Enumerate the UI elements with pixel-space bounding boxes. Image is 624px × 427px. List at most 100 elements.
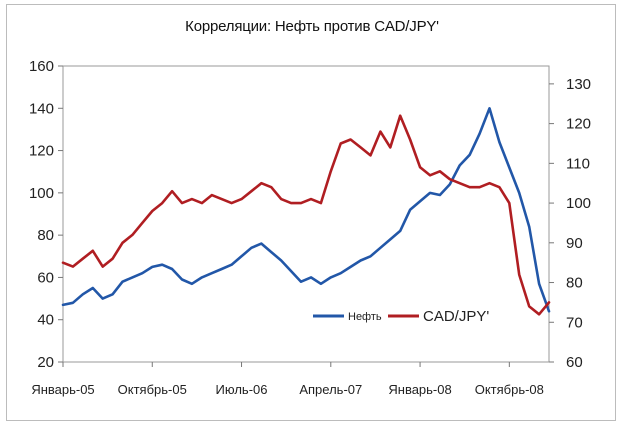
data-point bbox=[72, 302, 74, 304]
data-point bbox=[548, 301, 550, 304]
data-point bbox=[478, 186, 481, 188]
data-point bbox=[498, 186, 501, 188]
data-point bbox=[240, 255, 243, 258]
y-left-tick-label: 40 bbox=[37, 312, 54, 329]
data-point bbox=[399, 230, 402, 232]
data-point bbox=[201, 276, 203, 279]
data-point bbox=[508, 166, 511, 169]
data-point bbox=[82, 293, 84, 296]
data-point bbox=[201, 202, 203, 204]
data-point bbox=[260, 182, 263, 184]
data-point bbox=[230, 263, 233, 266]
data-point bbox=[161, 263, 163, 266]
data-point bbox=[458, 182, 461, 184]
data-point bbox=[478, 132, 481, 135]
data-point bbox=[538, 313, 540, 316]
data-point bbox=[369, 154, 372, 157]
data-point bbox=[92, 287, 94, 289]
y-right-tick-label: 110 bbox=[566, 155, 590, 172]
data-point bbox=[131, 276, 134, 279]
data-point bbox=[458, 164, 461, 167]
y-right-tick-label: 80 bbox=[566, 275, 583, 292]
data-point bbox=[111, 257, 114, 260]
legend-label-cadjpy: CAD/JPY' bbox=[423, 308, 489, 325]
data-point bbox=[101, 265, 104, 268]
plot-border bbox=[62, 65, 550, 363]
chart-frame bbox=[6, 4, 616, 421]
data-point bbox=[349, 138, 352, 141]
data-point bbox=[310, 198, 312, 200]
data-point bbox=[191, 283, 193, 285]
data-point bbox=[548, 310, 550, 313]
data-point bbox=[111, 293, 114, 296]
data-point bbox=[399, 114, 402, 117]
data-point bbox=[339, 272, 342, 275]
series-layer bbox=[61, 107, 551, 316]
series-line-oil bbox=[61, 107, 551, 313]
y-right-tick-label: 70 bbox=[566, 314, 583, 331]
data-point bbox=[389, 146, 392, 149]
data-point bbox=[508, 202, 511, 204]
data-point bbox=[359, 259, 362, 262]
x-tick-label: Январь-08 bbox=[388, 382, 451, 397]
data-point bbox=[300, 280, 302, 283]
y-right-tick-label: 100 bbox=[566, 195, 591, 212]
data-point bbox=[141, 272, 144, 275]
data-point bbox=[310, 276, 312, 279]
data-point bbox=[468, 154, 471, 156]
data-point bbox=[161, 202, 163, 204]
data-point bbox=[320, 202, 322, 204]
y-right-tick-label: 60 bbox=[566, 354, 583, 371]
data-point bbox=[290, 270, 292, 272]
data-point bbox=[92, 250, 94, 252]
data-point bbox=[439, 170, 441, 173]
y-left-tick-label: 160 bbox=[29, 58, 54, 75]
data-point bbox=[280, 198, 283, 200]
data-point bbox=[191, 198, 193, 200]
data-point bbox=[270, 186, 273, 188]
data-point bbox=[409, 209, 411, 211]
data-point bbox=[151, 266, 154, 268]
plot-area bbox=[62, 65, 550, 363]
x-tick-label: Июль-06 bbox=[216, 382, 268, 397]
data-point bbox=[339, 142, 342, 145]
data-point bbox=[171, 190, 173, 192]
x-tick-label: Октябрь-05 bbox=[118, 382, 187, 397]
y-left-tick-label: 120 bbox=[29, 143, 54, 160]
data-point bbox=[518, 192, 520, 194]
axes: 20 40 60 80 100 120 140 160 60 70 80 90 100 110 120 130… bbox=[29, 58, 591, 397]
data-point bbox=[419, 200, 421, 203]
data-point bbox=[528, 225, 530, 228]
data-point bbox=[220, 268, 223, 270]
data-point bbox=[62, 261, 64, 264]
y-right-tick-label: 90 bbox=[566, 235, 583, 252]
y-right-tick-label: 120 bbox=[566, 116, 591, 133]
data-point bbox=[528, 305, 530, 308]
data-point bbox=[518, 273, 520, 276]
y-right-tick-label: 130 bbox=[566, 76, 591, 93]
data-point bbox=[439, 194, 441, 196]
series-line-cadjpy bbox=[61, 114, 551, 316]
legend: Нефть CAD/JPY' bbox=[313, 308, 489, 325]
data-point bbox=[389, 238, 392, 241]
y-left-tick-label: 60 bbox=[37, 269, 54, 286]
data-point bbox=[62, 304, 64, 306]
data-point bbox=[181, 278, 183, 281]
data-point bbox=[280, 259, 283, 262]
data-point bbox=[250, 247, 253, 249]
data-point bbox=[121, 242, 124, 244]
data-point bbox=[260, 242, 263, 245]
data-point bbox=[211, 194, 213, 196]
data-point bbox=[369, 255, 372, 258]
data-point bbox=[270, 251, 273, 253]
data-point bbox=[468, 186, 471, 188]
data-point bbox=[300, 202, 302, 204]
x-tick-label: Январь-05 bbox=[31, 382, 94, 397]
data-point bbox=[320, 283, 322, 285]
data-point bbox=[72, 265, 74, 268]
data-point bbox=[330, 170, 332, 173]
chart-title: Корреляции: Нефть против CAD/JPY' bbox=[185, 18, 439, 35]
y-left-tick-label: 100 bbox=[29, 185, 54, 202]
y-left-tick-label: 80 bbox=[37, 227, 54, 244]
data-point bbox=[82, 257, 84, 260]
